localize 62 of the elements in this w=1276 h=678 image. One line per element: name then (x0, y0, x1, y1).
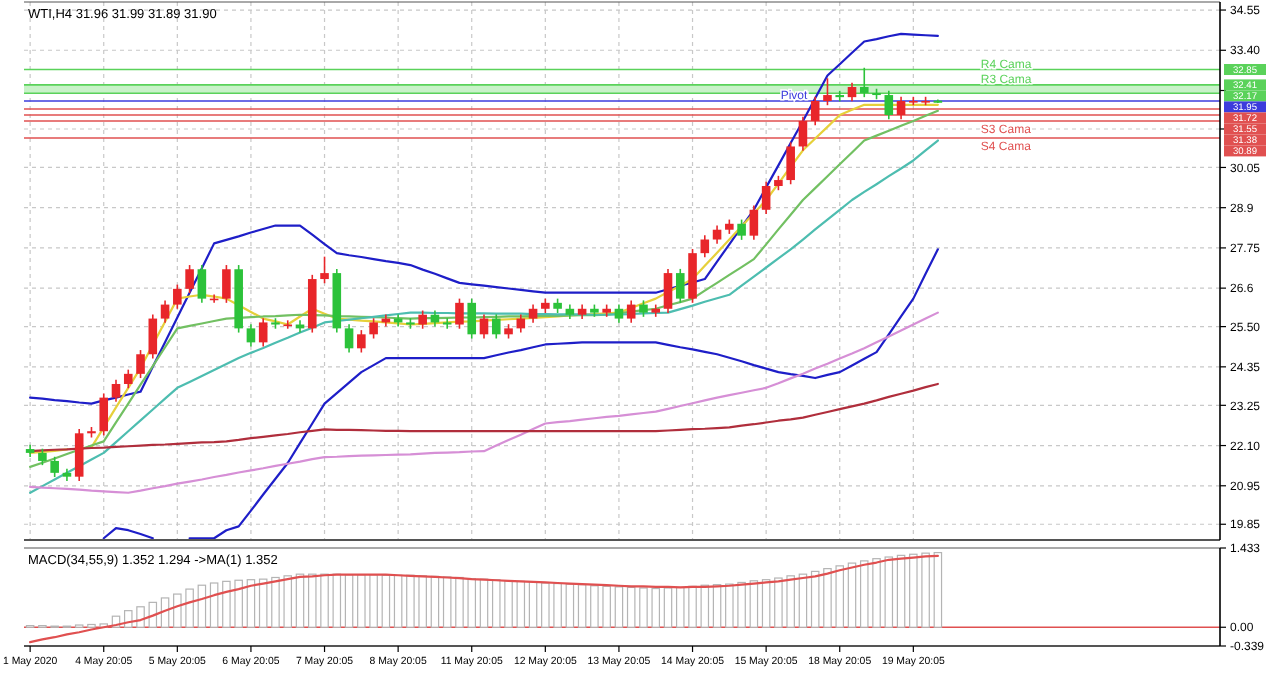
candlestick (246, 323, 256, 348)
candlestick (173, 283, 182, 310)
candlestick (258, 317, 268, 348)
candlestick (626, 299, 636, 324)
candlestick (835, 90, 845, 103)
bar (565, 583, 575, 628)
bar (344, 574, 354, 628)
bar (663, 587, 673, 628)
candlestick (99, 392, 109, 437)
candlestick (418, 309, 427, 330)
bar (614, 586, 624, 628)
bar (896, 554, 906, 628)
candlestick (160, 299, 170, 324)
bar (381, 574, 391, 628)
candlestick (528, 303, 538, 324)
candlestick (614, 303, 624, 324)
candlestick (320, 255, 329, 285)
bar (209, 582, 219, 628)
candlestick (123, 368, 133, 389)
candlestick (737, 218, 746, 241)
candlestick (761, 181, 771, 215)
candlestick (136, 349, 145, 379)
bar (712, 584, 722, 628)
candlestick (688, 248, 697, 304)
bar (749, 580, 759, 628)
candlestick (442, 317, 452, 330)
candlestick (712, 224, 722, 245)
candlestick (749, 204, 759, 241)
candlestick (197, 264, 207, 304)
candlestick (455, 297, 464, 330)
candlestick (185, 264, 194, 294)
line-series (29, 311, 939, 494)
candlestick (357, 329, 366, 354)
candlestick (74, 428, 84, 482)
bar (761, 579, 771, 628)
candlestick (884, 90, 894, 120)
candlestick (859, 66, 869, 98)
bar (430, 575, 440, 628)
candlestick (467, 297, 477, 340)
candlestick (50, 455, 59, 478)
bar (479, 578, 489, 628)
bar (295, 573, 305, 628)
candlestick (222, 264, 231, 304)
bar (933, 551, 943, 628)
candlestick (810, 96, 820, 126)
candlestick (148, 313, 158, 360)
candlestick (786, 141, 795, 186)
bar (246, 579, 256, 628)
bar (528, 581, 538, 628)
bar (847, 562, 857, 628)
candlestick (369, 317, 378, 340)
candlestick (663, 268, 673, 314)
candlestick (798, 115, 808, 152)
candlestick (111, 378, 121, 403)
candlestick (847, 82, 857, 103)
bar (393, 574, 403, 628)
candlestick (491, 313, 501, 340)
candlestick (675, 268, 685, 304)
candlestick (896, 96, 906, 120)
candlestick (344, 323, 354, 354)
candlestick (823, 77, 832, 106)
bar (577, 584, 587, 628)
